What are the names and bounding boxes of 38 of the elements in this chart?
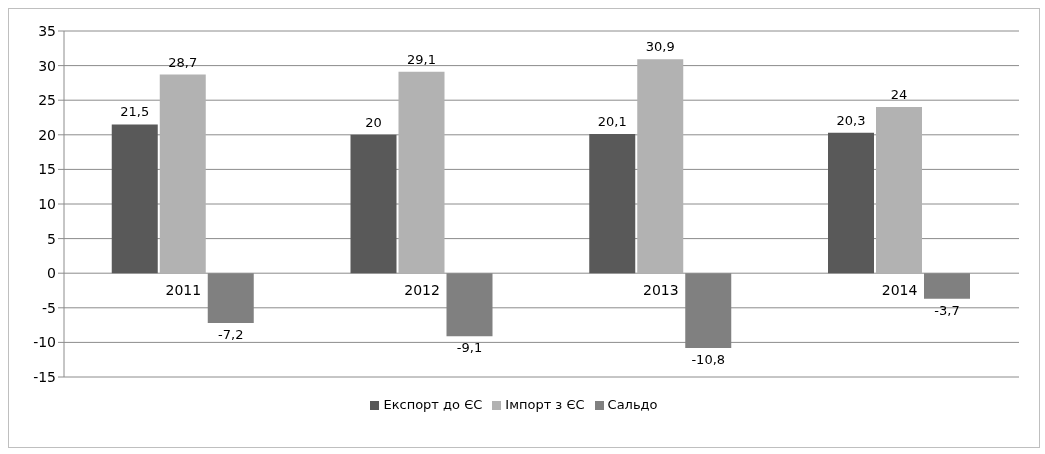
y-tick-label: 30 bbox=[38, 57, 56, 74]
y-tick-label: 20 bbox=[38, 126, 56, 143]
bar bbox=[111, 124, 158, 274]
y-tick-label: -10 bbox=[33, 334, 56, 351]
x-tick-label: 2013 bbox=[643, 282, 679, 299]
y-tick-label: 0 bbox=[47, 265, 56, 282]
y-tick-label: 10 bbox=[38, 195, 56, 212]
bar bbox=[828, 132, 874, 274]
data-label: -7,2 bbox=[218, 327, 244, 343]
data-label: 30,9 bbox=[645, 39, 675, 55]
data-label: 28,7 bbox=[168, 54, 198, 70]
y-tick-label: 35 bbox=[38, 22, 56, 39]
data-label: 29,1 bbox=[407, 51, 436, 67]
legend-label: Сальдо bbox=[607, 397, 658, 412]
data-label: 20,3 bbox=[836, 112, 866, 128]
y-tick-label: 5 bbox=[47, 230, 56, 247]
data-label: 24 bbox=[890, 87, 908, 103]
y-tick-label: 15 bbox=[38, 161, 56, 178]
x-tick-label: 2011 bbox=[165, 282, 202, 299]
bar bbox=[876, 107, 922, 274]
y-tick-label: -5 bbox=[42, 299, 56, 316]
data-label: 21,5 bbox=[120, 104, 150, 120]
legend-label: Експорт до ЄС bbox=[383, 397, 483, 412]
x-tick-label: 2012 bbox=[404, 282, 440, 299]
data-label: -9,1 bbox=[456, 340, 483, 356]
data-label: 20,1 bbox=[597, 114, 627, 130]
bar bbox=[159, 74, 206, 274]
bar bbox=[350, 134, 397, 274]
data-label: -10,8 bbox=[691, 351, 726, 367]
bar bbox=[398, 71, 445, 274]
bar bbox=[589, 134, 636, 274]
legend-label: Імпорт з ЄС bbox=[505, 397, 585, 412]
y-tick-label: 25 bbox=[38, 92, 56, 109]
x-tick-label: 2014 bbox=[881, 282, 918, 299]
bar bbox=[637, 59, 684, 274]
y-tick-label: -15 bbox=[33, 368, 56, 385]
data-label: -3,7 bbox=[934, 302, 960, 318]
data-label: 20 bbox=[365, 114, 382, 130]
